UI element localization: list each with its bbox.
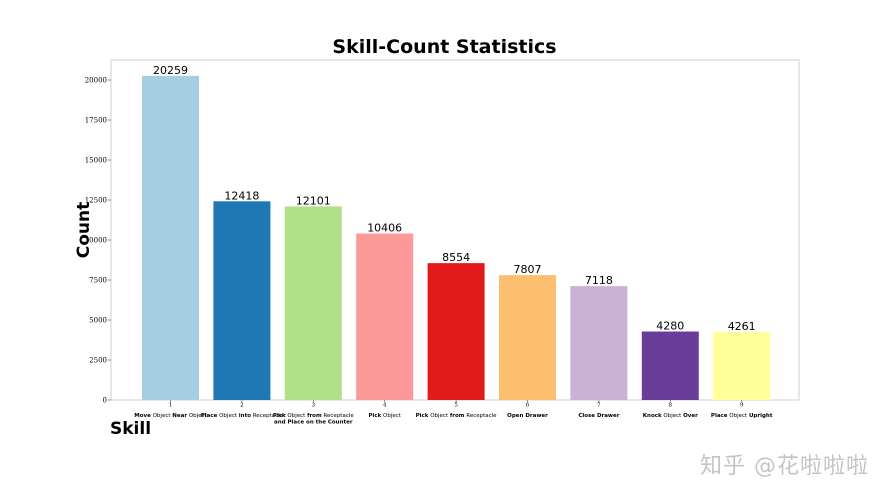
x-category-label-part: Open Drawer [507, 413, 548, 419]
y-tick-label: 15000 [85, 156, 107, 164]
bar [570, 286, 628, 400]
y-tick-label: 0 [103, 396, 107, 404]
x-category-label-part: Object [662, 413, 683, 419]
bar-value-label: 4280 [656, 320, 684, 333]
bar [142, 75, 199, 400]
x-category-label: Pick Object from Receptacle [416, 413, 498, 419]
bar [499, 275, 556, 400]
x-category-label-part: Object [728, 413, 749, 419]
x-category-label-part: Pick [368, 413, 381, 419]
bar-value-label: 4261 [728, 320, 756, 333]
x-tick-number: 1 [169, 403, 173, 409]
x-category-label-part: Receptacle [251, 413, 284, 419]
bar [356, 233, 414, 400]
x-category-label: Close Drawer [578, 413, 619, 419]
x-category-label-part: Knock [643, 413, 662, 419]
x-category-label: Place Object into Receptacle [201, 413, 284, 419]
bar-value-label: 8554 [442, 251, 470, 264]
x-tick-number: 7 [597, 403, 601, 409]
y-tick-label: 12500 [85, 196, 107, 204]
x-category-label: and Place on the Counter [274, 420, 353, 426]
chart-title: Skill-Count Statistics [332, 36, 557, 58]
x-tick-number: 2 [240, 403, 244, 409]
x-category-label-part: Pick [416, 413, 429, 419]
y-tick-label: 5000 [89, 316, 107, 324]
bar-value-label: 12101 [296, 194, 331, 207]
x-tick-number: 4 [383, 403, 387, 409]
bar [427, 263, 485, 400]
x-tick-number: 6 [526, 403, 530, 409]
x-category-label-part: Close Drawer [578, 413, 619, 419]
bar [213, 201, 271, 400]
x-category-label-part: from [307, 413, 322, 419]
x-axis-title: Skill [110, 419, 151, 439]
x-category-label-part: Receptacle [322, 413, 355, 419]
x-category-label-part: Receptacle [465, 413, 498, 419]
y-tick-label: 7500 [89, 276, 107, 284]
x-category-label-part: Near [172, 413, 187, 419]
x-tick-number: 8 [669, 403, 673, 409]
x-category-label-part: Object [381, 413, 402, 419]
x-category-label-part: Object [151, 413, 172, 419]
x-category-label-part: Over [683, 413, 698, 419]
x-category-label-part: Place [711, 413, 728, 419]
x-category-label: Knock Object Over [643, 413, 698, 419]
y-tick-label: 10000 [85, 236, 107, 244]
x-category-label: Open Drawer [507, 413, 548, 419]
y-tick-label: 2500 [89, 356, 107, 364]
y-axis-title: Count [74, 202, 94, 259]
x-category-label-part: Move [134, 413, 151, 419]
watermark: 知乎 @花啦啦啦 [700, 454, 869, 479]
x-category-label: Pick Object [368, 413, 401, 419]
x-category-label-part: Object [187, 413, 208, 419]
x-category-label-part: Place [201, 413, 218, 419]
x-category-label-part: into [239, 413, 251, 419]
x-category-label: Place Object Upright [711, 413, 773, 419]
bar [641, 331, 699, 400]
x-category-label: Pick Object from Receptacle [273, 413, 355, 419]
bar [713, 331, 771, 400]
y-tick-label: 17500 [85, 116, 107, 124]
x-category-label-part: Upright [749, 413, 773, 419]
x-tick-number: 5 [454, 403, 458, 409]
bar-value-label: 10406 [367, 222, 402, 235]
x-tick-number: 3 [312, 403, 316, 409]
bar-value-label: 7118 [585, 274, 613, 287]
bar-value-label: 12418 [224, 189, 259, 202]
bar-value-label: 20259 [153, 64, 188, 77]
x-category-label: Move Object Near Object [134, 413, 207, 419]
y-tick-label: 20000 [85, 76, 107, 84]
x-category-label-part: Object [217, 413, 238, 419]
x-tick-number: 9 [740, 403, 744, 409]
x-category-label-part: from [450, 413, 465, 419]
x-category-label-part: Object [286, 413, 307, 419]
bar-value-label: 7807 [514, 263, 542, 276]
x-category-label-part: Object [428, 413, 449, 419]
bar [284, 206, 342, 400]
x-category-label-part: and Place on the Counter [274, 420, 353, 426]
x-category-label-part: Pick [273, 413, 286, 419]
